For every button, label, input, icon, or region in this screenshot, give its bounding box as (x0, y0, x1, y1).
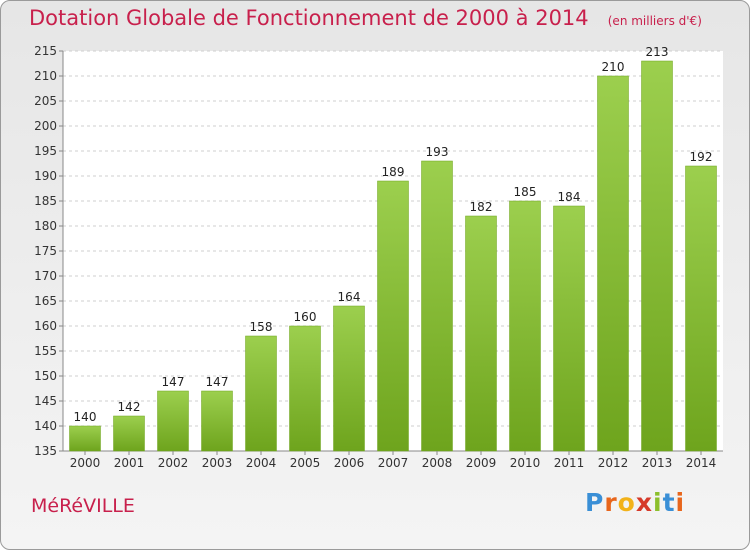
bar (465, 215, 497, 452)
logo-letter: t (662, 488, 676, 517)
chart-title: Dotation Globale de Fonctionnement de 20… (29, 6, 589, 30)
logo-letter: P (585, 488, 605, 517)
bar (245, 335, 277, 452)
value-label: 142 (118, 400, 141, 414)
y-tick-label: 185 (34, 194, 57, 208)
x-tick-label: 2006 (334, 456, 365, 470)
value-label: 185 (514, 185, 537, 199)
logo-letter: x (635, 488, 653, 517)
y-tick-label: 165 (34, 294, 57, 308)
bar (641, 60, 673, 452)
x-tick-label: 2013 (642, 456, 673, 470)
logo-letter: i (675, 488, 686, 517)
x-tick-label: 2000 (70, 456, 101, 470)
logo-letter: o (617, 488, 636, 517)
value-label: 164 (338, 290, 361, 304)
value-label: 189 (382, 165, 405, 179)
title-row: Dotation Globale de Fonctionnement de 20… (29, 6, 702, 30)
value-label: 193 (426, 145, 449, 159)
value-label: 147 (206, 375, 229, 389)
y-tick-label: 200 (34, 119, 57, 133)
bar (421, 160, 453, 452)
x-tick-label: 2011 (554, 456, 585, 470)
bar (597, 75, 629, 452)
y-tick-label: 145 (34, 394, 57, 408)
value-label: 160 (294, 310, 317, 324)
value-label: 184 (558, 190, 581, 204)
x-tick-label: 2002 (158, 456, 189, 470)
bar (333, 305, 365, 452)
y-tick-label: 210 (34, 69, 57, 83)
y-tick-label: 140 (34, 419, 57, 433)
x-tick-label: 2007 (378, 456, 409, 470)
y-tick-label: 205 (34, 94, 57, 108)
value-label: 140 (74, 410, 97, 424)
value-label: 192 (690, 150, 713, 164)
x-tick-label: 2014 (686, 456, 717, 470)
x-tick-label: 2010 (510, 456, 541, 470)
bar (69, 425, 101, 452)
y-tick-label: 190 (34, 169, 57, 183)
bar (113, 415, 145, 452)
bar (377, 180, 409, 452)
y-tick-label: 150 (34, 369, 57, 383)
bar (509, 200, 541, 452)
value-label: 158 (250, 320, 273, 334)
value-label: 182 (470, 200, 493, 214)
chart-subtitle: (en milliers d'€) (607, 14, 702, 28)
logo-letter: i (653, 488, 663, 517)
x-tick-label: 2005 (290, 456, 321, 470)
logo-letter: r (604, 488, 618, 517)
y-tick-label: 195 (34, 144, 57, 158)
y-tick-label: 170 (34, 269, 57, 283)
y-tick-label: 175 (34, 244, 57, 258)
x-tick-label: 2012 (598, 456, 629, 470)
x-tick-label: 2001 (114, 456, 145, 470)
y-tick-label: 135 (34, 444, 57, 458)
y-tick-label: 160 (34, 319, 57, 333)
bar (157, 390, 189, 452)
x-tick-label: 2003 (202, 456, 233, 470)
y-tick-label: 180 (34, 219, 57, 233)
x-tick-label: 2009 (466, 456, 497, 470)
x-tick-label: 2004 (246, 456, 277, 470)
commune-name: MéRéVILLE (31, 495, 135, 517)
bar (553, 205, 585, 452)
bar (685, 165, 717, 452)
x-tick-label: 2008 (422, 456, 453, 470)
bar (289, 325, 321, 452)
bar (201, 390, 233, 452)
value-label: 210 (602, 60, 625, 74)
y-tick-label: 215 (34, 44, 57, 58)
proxiti-logo: Proxiti (585, 488, 685, 517)
value-label: 213 (646, 45, 669, 59)
y-tick-label: 155 (34, 344, 57, 358)
value-label: 147 (162, 375, 185, 389)
